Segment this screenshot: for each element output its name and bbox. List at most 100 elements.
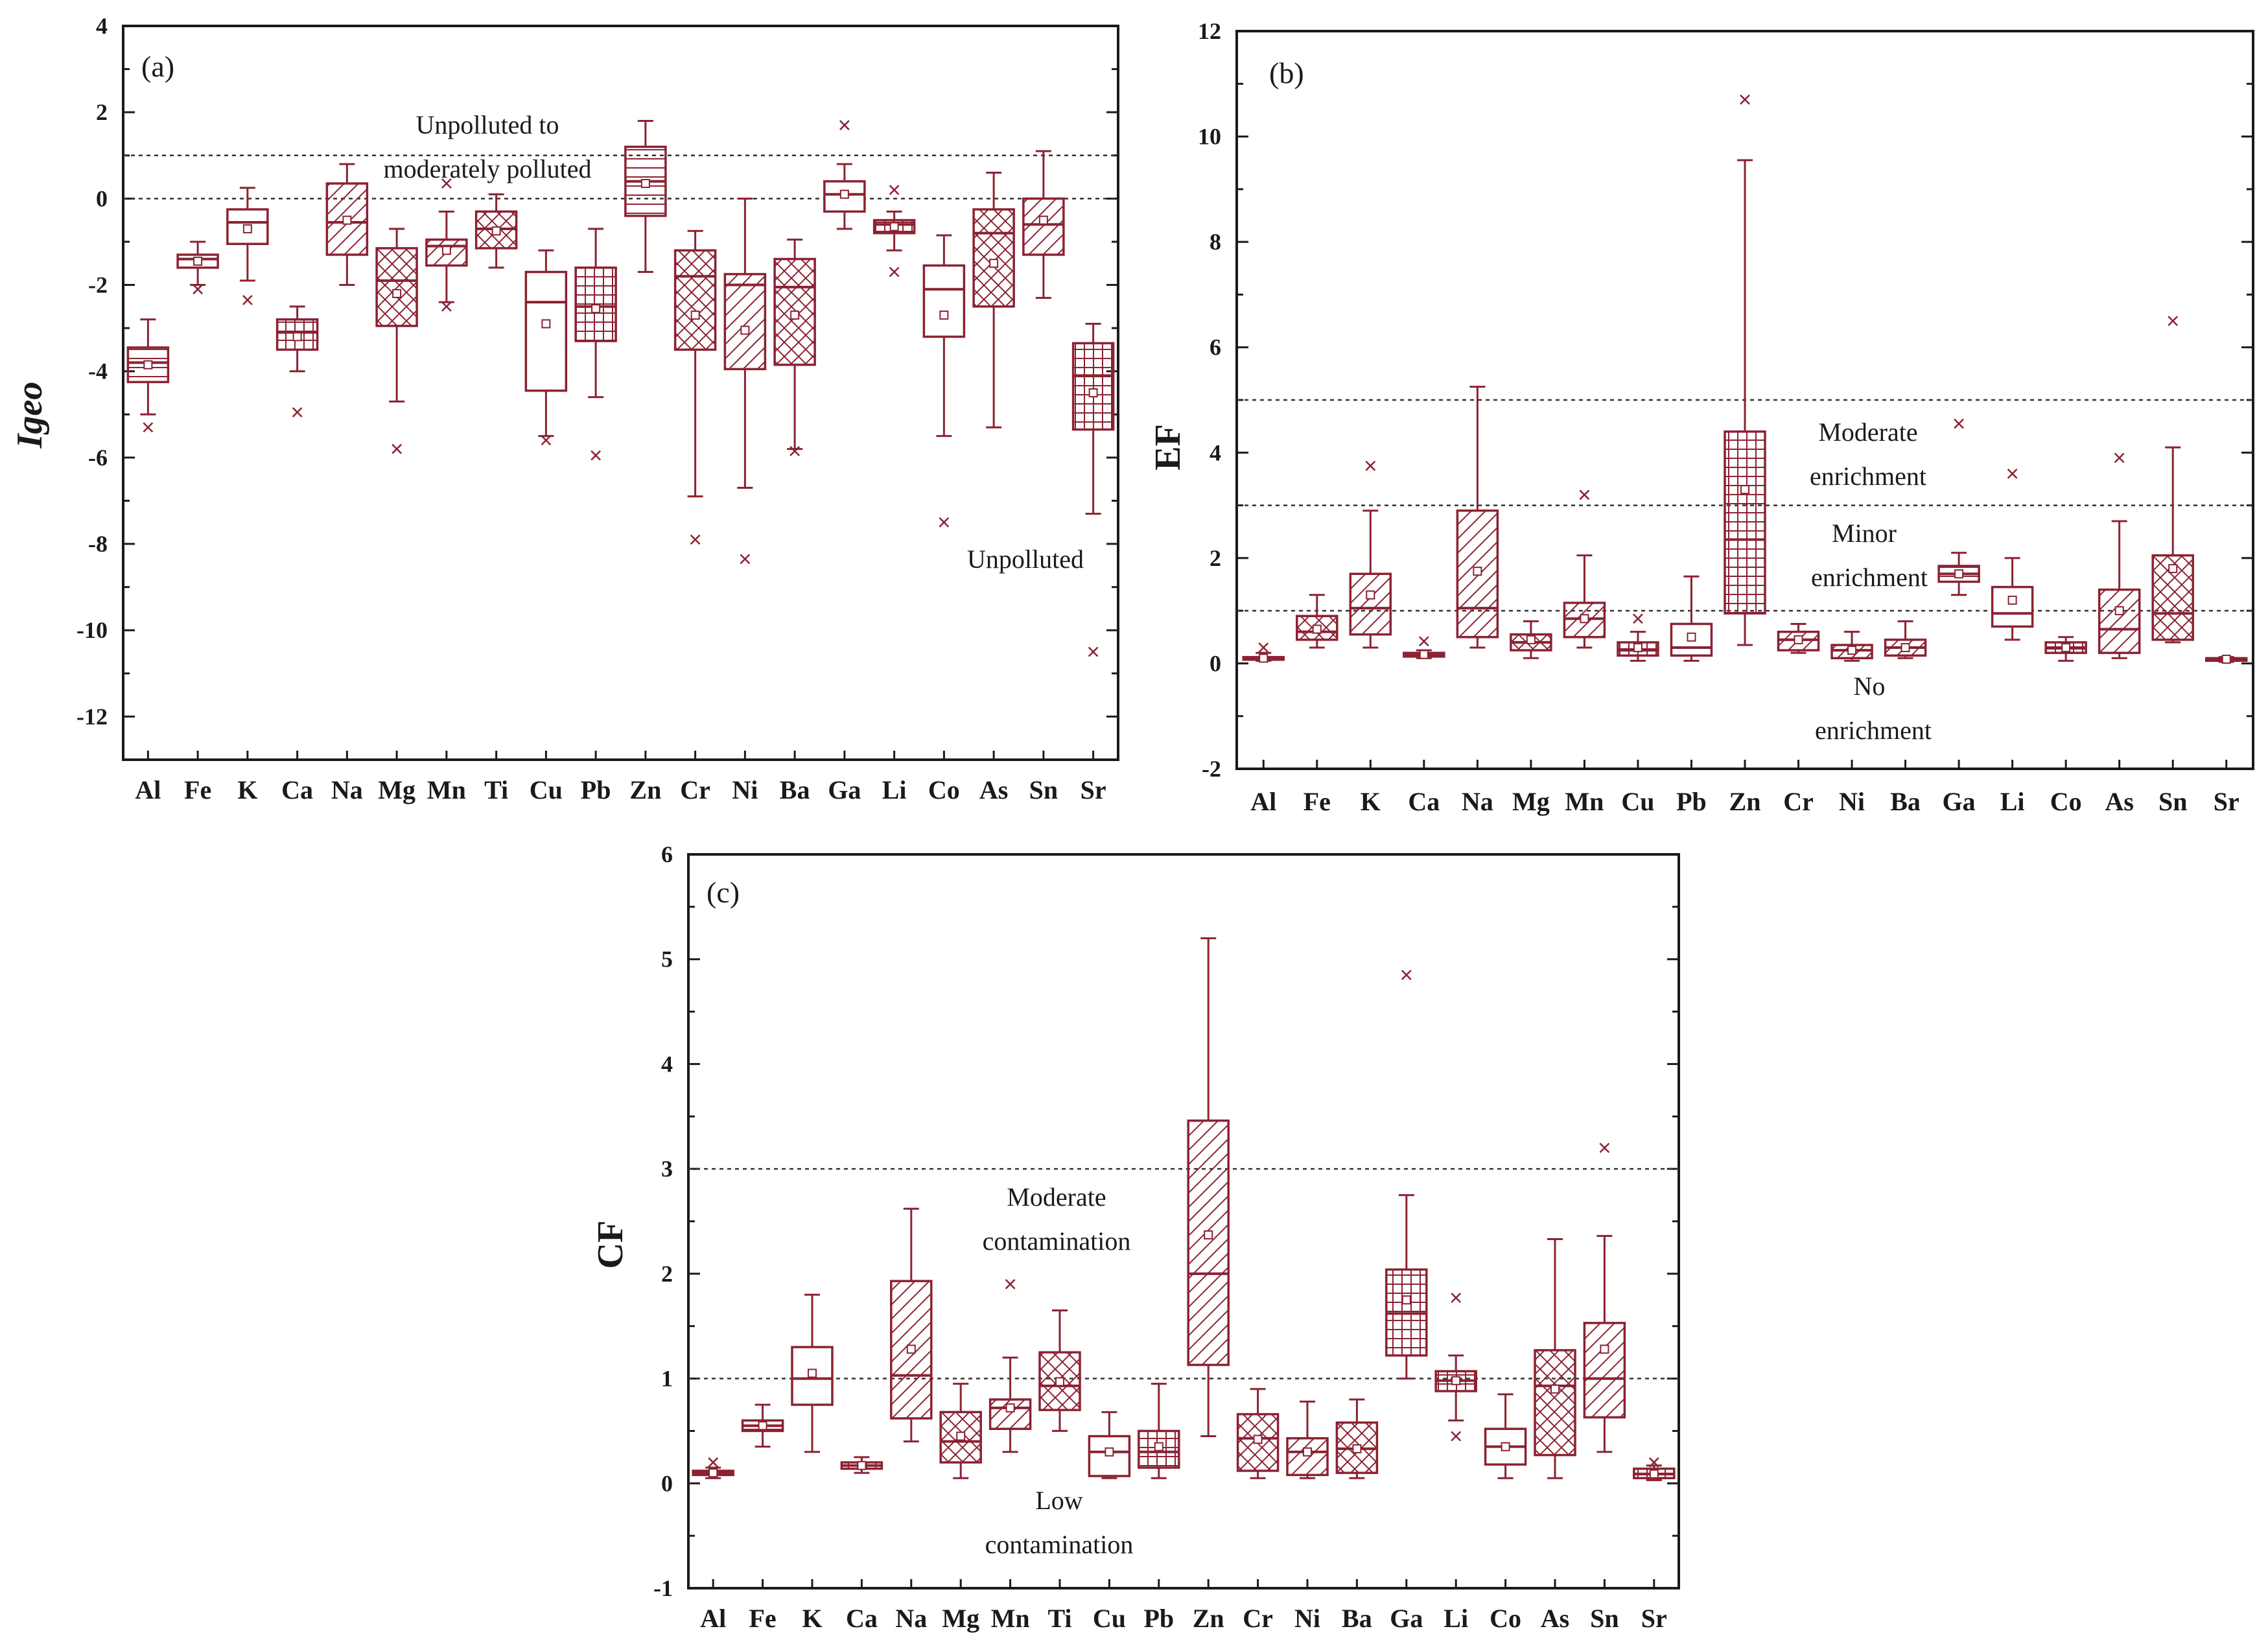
mean-marker [1105, 1447, 1114, 1457]
panel-a-category-labels: Al Fe K Ca Na Mg Mn Ti Cu Pb Zn Cr Ni Ba Ga Li Co As Sn Sr [135, 775, 1106, 804]
mean-marker [1687, 632, 1696, 642]
panel-a-category-al: Al [135, 775, 161, 804]
panel-b-category-labels: Al Fe K Ca Na Mg Mn Cu Pb Zn Cr Ni Ba Ga Li Co As Sn Sr [1250, 787, 2239, 816]
mean-marker [690, 311, 700, 320]
box-iqr [723, 273, 767, 371]
panel-c-category-sn: Sn [1590, 1604, 1619, 1633]
panel-c-category-pb: Pb [1143, 1604, 1174, 1633]
outlier-point [1451, 1431, 1462, 1442]
mean-marker [939, 311, 949, 320]
panel-a-ytick-label: -6 [88, 445, 108, 471]
outlier-point [740, 554, 751, 565]
panel-c-box-co [1484, 1393, 1527, 1479]
panel-a-ytick-label: -8 [88, 531, 108, 557]
panel-c-box-li [1434, 1293, 1477, 1442]
panel-c-ytick-label: 3 [661, 1156, 673, 1182]
panel-c-category-k: K [802, 1604, 822, 1633]
panel-a-category-ca: Ca [281, 775, 313, 804]
box-iqr [972, 208, 1015, 308]
panel-a-category-li: Li [882, 775, 907, 804]
outlier-point [193, 284, 204, 295]
mean-marker [591, 304, 601, 314]
outlier-point [839, 120, 850, 131]
mean-marker [1794, 635, 1803, 644]
panel-b-box-sn [2151, 316, 2194, 644]
outlier-point [1451, 1293, 1462, 1303]
panel-b-category-sr: Sr [2214, 787, 2239, 816]
mean-marker [906, 1344, 916, 1354]
panel-c-category-cr: Cr [1243, 1604, 1273, 1633]
panel-c-category-mn: Mn [991, 1604, 1030, 1633]
mean-marker [541, 319, 551, 329]
panel-a-annotation-unpolluted-to: Unpolluted to [415, 110, 559, 139]
mean-marker [292, 332, 302, 342]
mean-marker [1352, 1444, 1362, 1453]
panel-c-category-labels: Al Fe K Ca Na Mg Mn Ti Cu Pb Zn Cr Ni Ba Ga Li Co As Sn Sr [700, 1604, 1667, 1633]
panel-a-box-ca [275, 305, 319, 417]
panel-c-category-ba: Ba [1342, 1604, 1372, 1633]
mean-marker [1366, 590, 1375, 600]
panel-a-category-ni: Ni [732, 775, 758, 804]
panel-c-category-co: Co [1490, 1604, 1521, 1633]
panel-b-category-na: Na [1462, 787, 1493, 816]
outlier-point [690, 534, 701, 545]
mean-marker [640, 179, 650, 189]
box-iqr [1236, 1413, 1280, 1472]
panel-a-ytick-label: -12 [76, 703, 108, 729]
mean-marker [1419, 650, 1429, 659]
panel-b-boxes [1242, 94, 2248, 664]
box-iqr [1286, 1437, 1329, 1477]
panel-b-category-ca: Ca [1408, 787, 1440, 816]
panel-b-category-al: Al [1250, 787, 1276, 816]
box-iqr [1991, 585, 2034, 628]
mean-marker [956, 1431, 966, 1441]
mean-marker [889, 222, 899, 231]
panel-c-box-zn [1187, 937, 1230, 1438]
outlier-point [1740, 94, 1750, 105]
panel-a-category-zn: Zn [629, 775, 661, 804]
panel-b-category-ga: Ga [1943, 787, 1976, 816]
panel-c-category-fe: Fe [749, 1604, 777, 1633]
panel-c-ytick-label: 5 [661, 946, 673, 972]
panel-b-ytick-label: 6 [1210, 334, 1221, 360]
panel-c-category-ca: Ca [846, 1604, 878, 1633]
panel-c-category-li: Li [1444, 1604, 1468, 1633]
panel-c-box-mg [939, 1383, 982, 1479]
outlier-point [541, 435, 552, 446]
panel-a-ytick-label: -4 [88, 358, 108, 384]
outlier-point [1633, 613, 1643, 624]
panel-c-ytick-label: 0 [661, 1470, 673, 1496]
panel-a-ytick-label: -2 [88, 272, 108, 298]
outlier-point [1401, 970, 1412, 980]
outlier-point [789, 446, 801, 456]
mean-marker [1600, 1344, 1609, 1354]
panel-c-category-na: Na [895, 1604, 927, 1633]
panel-a-box-li [872, 185, 916, 277]
panel-a-category-ba: Ba [780, 775, 810, 804]
outlier-point [1579, 489, 1590, 500]
mean-marker [1580, 614, 1589, 624]
panel-b-box-ga [1937, 418, 1980, 596]
panel-c-box-ga [1385, 970, 1428, 1380]
panel-a-box-co [922, 234, 966, 528]
panel-c-ytick-label: -1 [653, 1575, 673, 1601]
mean-marker [1055, 1377, 1064, 1387]
panel-b-category-pb: Pb [1676, 787, 1707, 816]
panel-b-box-pb [1670, 575, 1713, 662]
panel-b-category-cr: Cr [1783, 787, 1814, 816]
panel-c-ytick-label: 6 [661, 841, 673, 867]
mean-marker [491, 226, 501, 236]
panel-a-category-ti: Ti [484, 775, 508, 804]
panel-c-category-as: As [1541, 1604, 1569, 1633]
panel-c-box-al [692, 1457, 734, 1479]
mean-marker [839, 189, 849, 199]
outlier-point [2114, 452, 2125, 463]
panel-b-box-ba [1884, 620, 1927, 659]
panel-a-category-na: Na [331, 775, 363, 804]
panel-a-box-as [972, 171, 1015, 428]
box-iqr [1777, 630, 1820, 651]
panel-b-box-sr [2204, 654, 2248, 664]
panel-c-box-cr [1236, 1388, 1280, 1479]
outlier-point [1258, 642, 1269, 653]
box-iqr [1534, 1349, 1576, 1457]
